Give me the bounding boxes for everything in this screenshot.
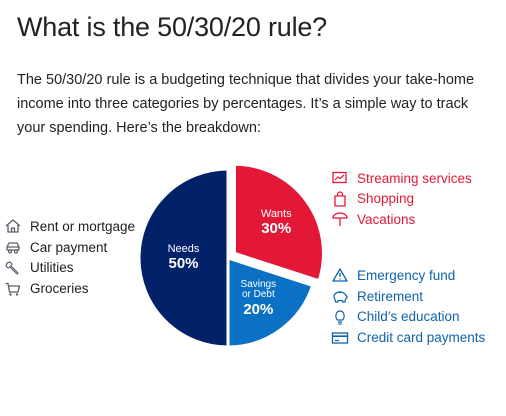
- credit-card-icon: [331, 332, 349, 344]
- screen-chart-icon: [332, 172, 347, 184]
- shopping-bag-icon: [334, 191, 346, 207]
- needs-legend: Rent or mortgage Car payment Utilities G…: [4, 216, 135, 299]
- pie-slice-savings: [226, 256, 315, 349]
- wants-legend: Streaming services Shopping Vacations: [331, 168, 472, 230]
- piggy-bank-icon: [333, 291, 348, 303]
- savings-item-emergency: Emergency fund: [331, 265, 485, 286]
- slice-category-label: Needs: [168, 243, 200, 255]
- intro-paragraph: The 50/30/20 rule is a budgeting techniq…: [17, 72, 475, 136]
- savings-item-label: Retirement: [357, 288, 424, 304]
- wants-item-label: Streaming services: [357, 170, 472, 186]
- savings-item-credit-card: Credit card payments: [331, 327, 485, 348]
- shopping-cart-icon: [5, 282, 21, 296]
- needs-item-car: Car payment: [4, 237, 135, 258]
- slice-value-label: 50%: [168, 255, 198, 272]
- beach-umbrella-icon: [332, 212, 348, 227]
- car-icon: [6, 242, 20, 254]
- pie-slice-wants: [232, 162, 325, 283]
- slice-category-label: Savings: [241, 279, 277, 290]
- savings-item-label: Child’s education: [357, 309, 460, 325]
- needs-item-label: Utilities: [30, 260, 74, 276]
- wants-item-label: Shopping: [357, 191, 415, 207]
- slice-value-label: 20%: [243, 301, 273, 318]
- warning-triangle-icon: [332, 268, 348, 283]
- page-title: What is the 50/30/20 rule?: [17, 12, 327, 42]
- needs-item-label: Rent or mortgage: [30, 218, 136, 234]
- needs-item-groceries: Groceries: [4, 278, 135, 299]
- savings-legend: Emergency fund Retirement Child’s educat…: [331, 265, 485, 348]
- needs-item-rent: Rent or mortgage: [4, 216, 135, 237]
- needs-item-utilities: Utilities: [4, 258, 135, 279]
- wrench-icon: [5, 261, 19, 275]
- wants-item-streaming: Streaming services: [331, 168, 472, 189]
- savings-item-education: Child’s education: [331, 307, 485, 328]
- wants-item-shopping: Shopping: [331, 189, 472, 210]
- wants-item-label: Vacations: [357, 211, 416, 227]
- house-icon: [5, 219, 21, 234]
- needs-item-label: Car payment: [30, 239, 108, 255]
- lightbulb-icon: [335, 310, 345, 325]
- savings-item-retirement: Retirement: [331, 286, 485, 307]
- slice-value-label: 30%: [261, 220, 291, 237]
- pie-slice-needs: [137, 167, 230, 349]
- needs-item-label: Groceries: [30, 281, 89, 297]
- savings-item-label: Emergency fund: [357, 267, 456, 283]
- wants-item-vacations: Vacations: [331, 209, 472, 230]
- slice-category-label: or Debt: [242, 289, 275, 300]
- savings-item-label: Credit card payments: [357, 330, 486, 346]
- slice-category-label: Wants: [261, 208, 292, 220]
